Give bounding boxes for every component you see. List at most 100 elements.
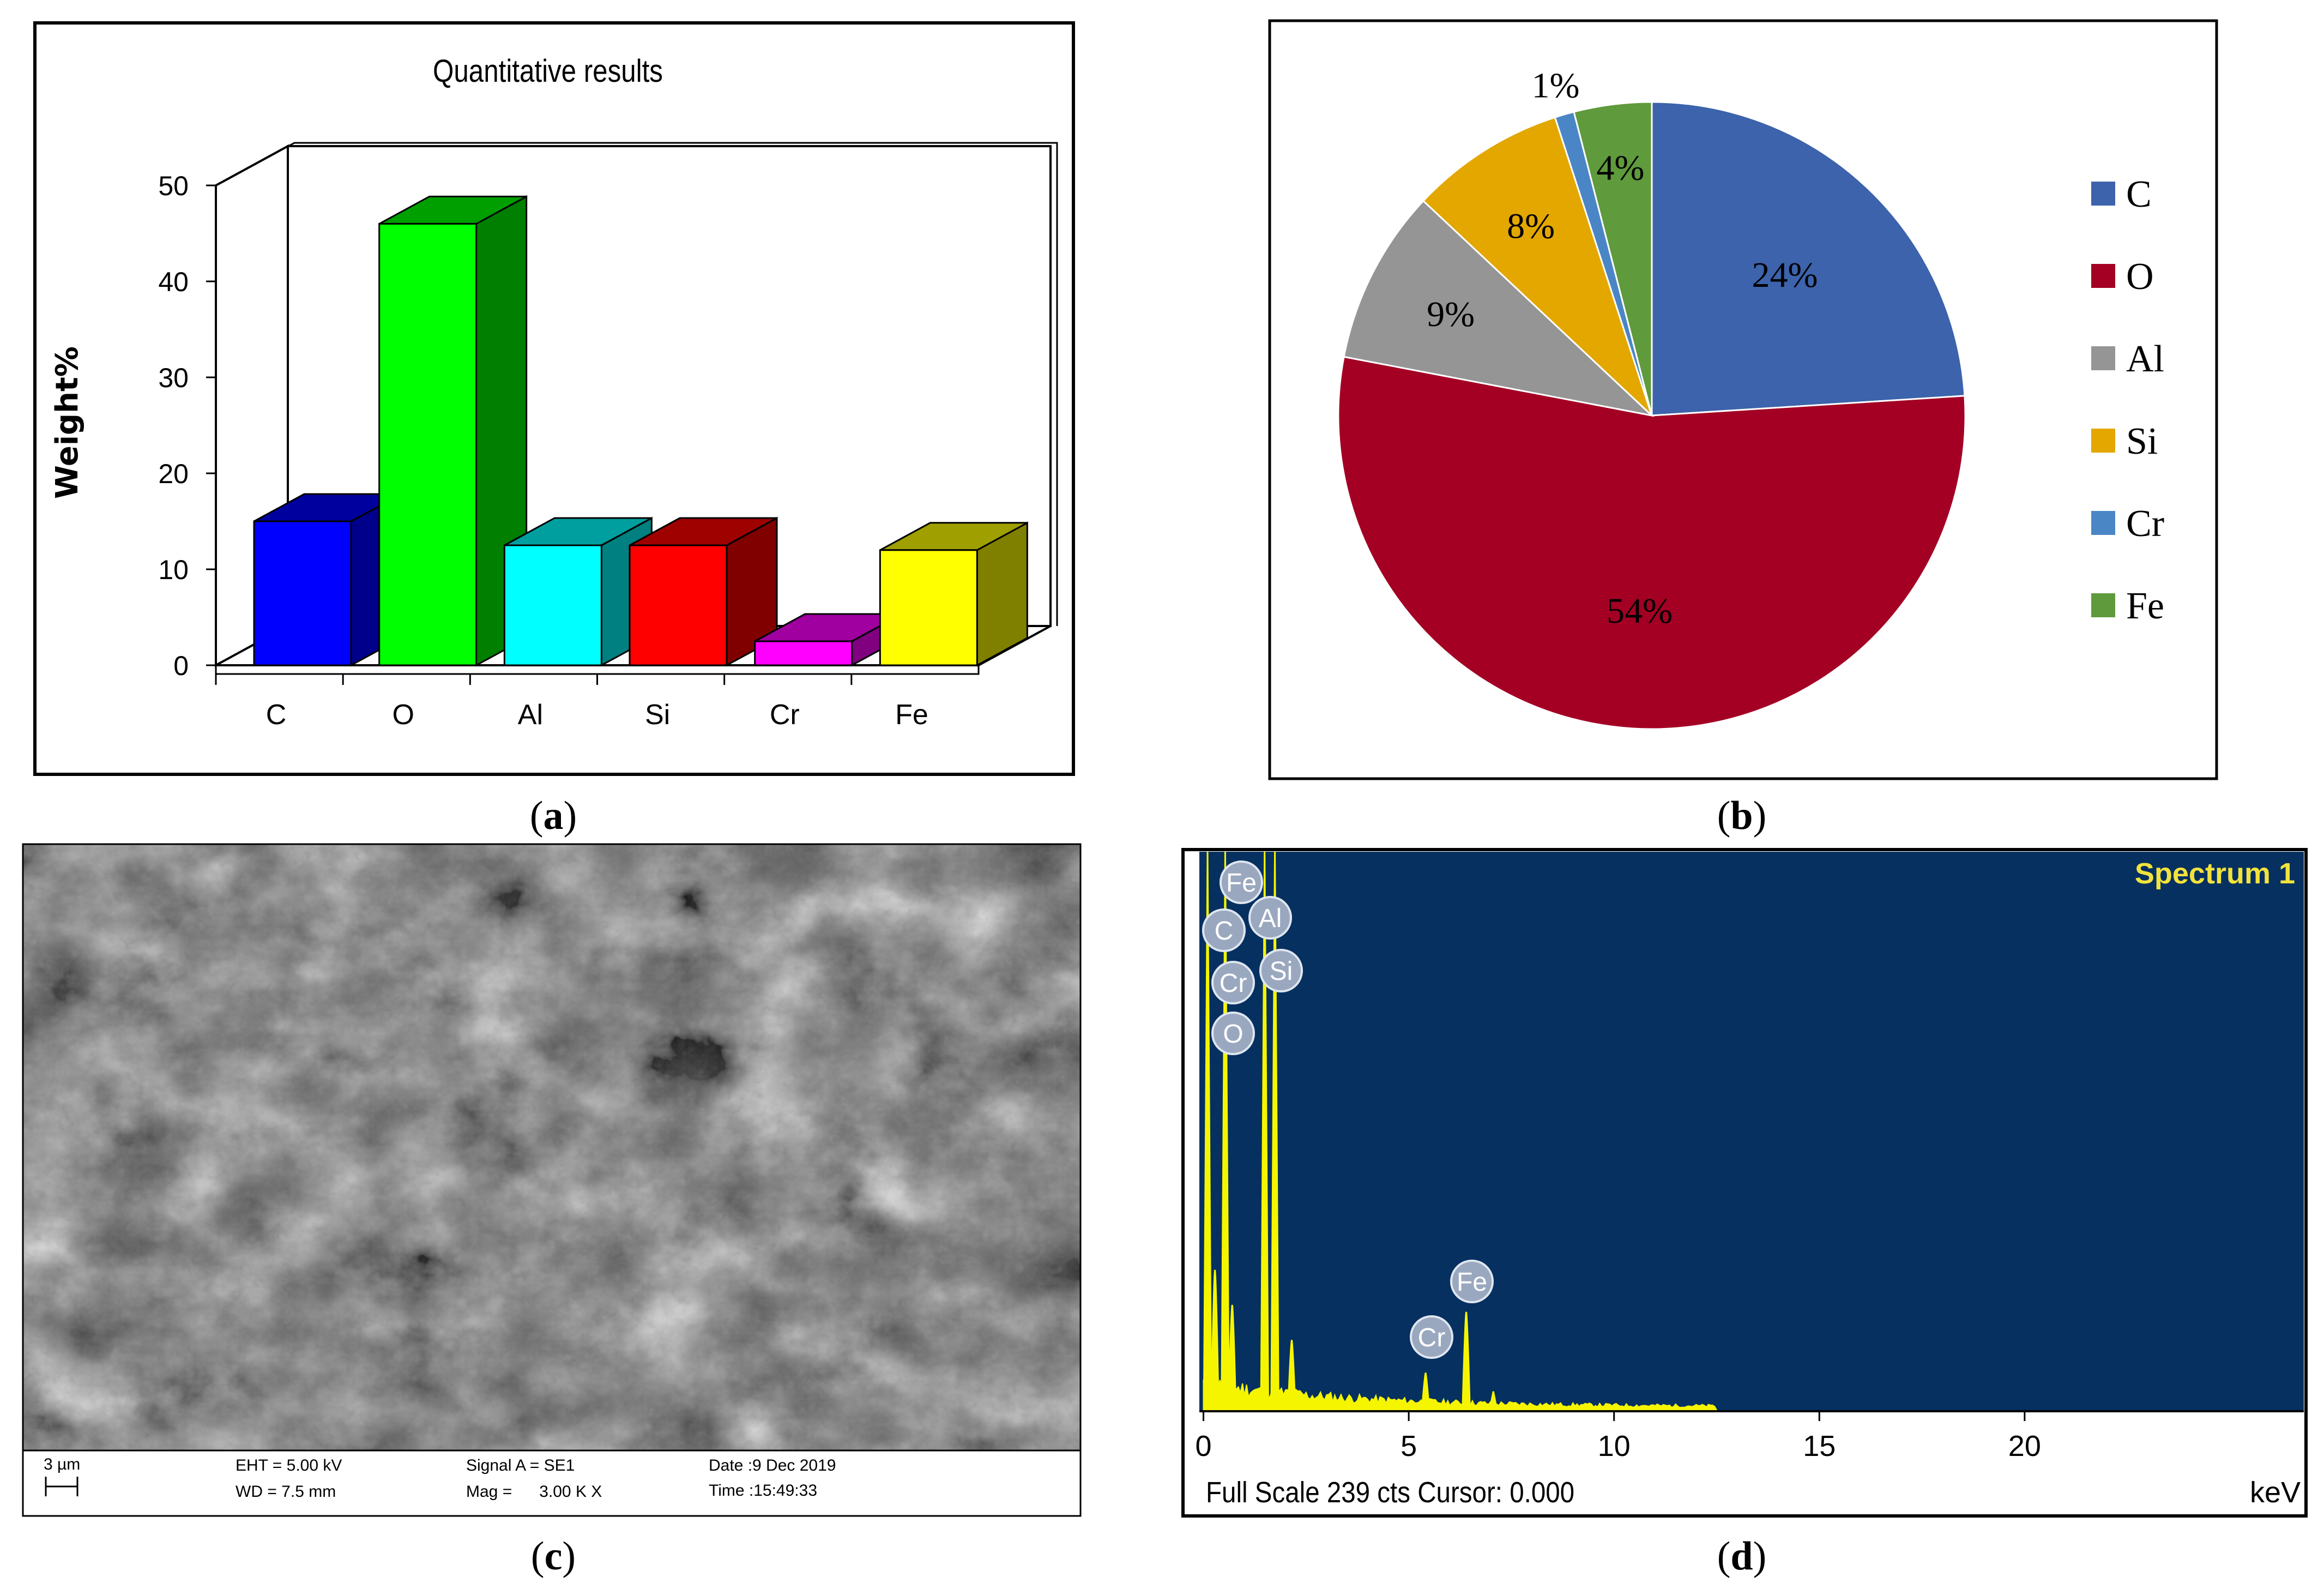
element-badge-circle (1450, 1260, 1494, 1303)
spectrum-element-labels: Fe C Cr O Al Si Cr Fe (1202, 860, 1494, 1359)
sem-scale-label: 3 µm (44, 1455, 80, 1473)
caption-d-open: ( (1717, 1534, 1731, 1579)
spectrum-continuum (1203, 1373, 1718, 1411)
spectrum-peak (1221, 851, 1230, 1411)
spectrum-peak (1488, 1391, 1498, 1411)
element-badge-label: C (1215, 917, 1234, 946)
caption-d-close: ) (1753, 1534, 1767, 1579)
pie-data-label: 54% (1607, 591, 1673, 631)
bar-front-face (253, 520, 352, 666)
element-badge-circle (1220, 860, 1263, 904)
element-badge-label: Fe (1457, 1268, 1487, 1297)
pie-data-label: 1% (1532, 66, 1580, 106)
pie-slice-Fe (1573, 101, 1653, 416)
element-badge-Si: Si (1259, 949, 1303, 992)
element-badge-label: Cr (1220, 969, 1247, 998)
caption-d: (d) (1717, 1534, 1766, 1579)
spectrum-peak (1210, 1269, 1220, 1411)
spectrum-x-tick-label: 15 (1803, 1430, 1836, 1462)
bar-O (378, 195, 528, 667)
bar-front-face (629, 544, 728, 666)
spectrum-peak (1203, 851, 1212, 1411)
bar-chart-x-tick-label: Si (645, 699, 670, 731)
element-badge-circle (1259, 949, 1303, 992)
bar-chart-y-tick-label: 40 (158, 267, 189, 297)
sem-signal: Signal A = SE1 (466, 1456, 575, 1474)
spectrum-peaks (1203, 851, 1718, 1411)
legend-label-O: O (2126, 256, 2154, 298)
caption-c-open: ( (531, 1534, 545, 1579)
pie-chart-slices (1337, 101, 1966, 730)
spectrum-x-tick-label: 0 (1196, 1430, 1212, 1462)
panel-c: 3 µm EHT = 5.00 kV WD = 7.5 mm Signal A … (22, 843, 1082, 1579)
caption-a-close: ) (564, 793, 577, 838)
pie-data-label: 4% (1596, 148, 1644, 188)
legend-label-C: C (2126, 173, 2152, 215)
caption-d-letter: d (1730, 1534, 1753, 1579)
sem-time: Time :15:49:33 (709, 1482, 817, 1500)
pie-slice-Al (1343, 200, 1655, 417)
panel-d: Spectrum 1 Fe C Cr O Al Si Cr Fe 0 5 10 15 20 Full … (1181, 848, 2308, 1579)
bar-chart-y-tick-label: 30 (158, 363, 189, 393)
spectrum-peak (1462, 1311, 1471, 1411)
element-badge-O: O (1211, 1012, 1255, 1055)
element-badge-label: Si (1270, 957, 1293, 986)
pie-chart-legend: CO Al Si Cr Fe (2091, 173, 2164, 627)
bar-chart-bars (253, 195, 1028, 667)
sem-date: Date :9 Dec 2019 (709, 1456, 836, 1474)
pie-data-label: 24% (1752, 255, 1818, 295)
sem-image-frame (22, 843, 1082, 1517)
pie-slice-O (1337, 356, 1966, 730)
spectrum-peak (1287, 1340, 1296, 1411)
element-badge-Cr: Cr (1410, 1315, 1453, 1359)
bar-chart-y-axis-label: Weight% (50, 346, 85, 499)
legend-swatch-C (2091, 182, 2115, 206)
bar-chart-y-ticks: 0 10 20 30 40 50 (158, 171, 216, 681)
pie-slice-Si (1422, 116, 1653, 417)
caption-c: (c) (531, 1534, 576, 1579)
element-badge-Fe: Fe (1220, 860, 1263, 904)
spectrum-x-ticks: 0 5 10 15 20 (1196, 1411, 2041, 1462)
legend-swatch-Fe (2091, 593, 2115, 617)
sem-scale-bar-icon (45, 1477, 79, 1496)
bar-chart-x-tick-label: Cr (770, 699, 800, 731)
bar-front-face (503, 544, 602, 666)
caption-b-letter: b (1730, 793, 1753, 838)
caption-b-close: ) (1753, 793, 1767, 838)
caption-b: (b) (1717, 793, 1766, 838)
element-badge-C: C (1202, 908, 1246, 952)
element-badge-circle (1248, 896, 1292, 940)
spectrum-x-tick-label: 5 (1401, 1430, 1417, 1462)
panel-a: Quantitative results Weight% 0 10 20 30 40 50… (33, 21, 1075, 838)
caption-c-letter: c (545, 1534, 563, 1579)
element-badge-circle (1202, 908, 1246, 952)
sem-image-grain (23, 844, 1080, 1450)
spectrum-peak (1227, 1304, 1237, 1411)
bar-front-face (754, 640, 853, 666)
element-badge-label: Cr (1418, 1323, 1446, 1352)
bar-chart-title: Quantitative results (433, 53, 663, 89)
spectrum-unit: keV (2250, 1476, 2301, 1509)
bar-front-face (378, 222, 478, 666)
spectrum-peak (1270, 851, 1279, 1411)
legend-swatch-Cr (2091, 511, 2115, 535)
bar-chart-x-tick-label: Al (518, 699, 543, 731)
caption-b-open: ( (1717, 793, 1731, 838)
caption-a-letter: a (544, 793, 564, 838)
element-badge-Al: Al (1248, 896, 1292, 940)
sem-wd: WD = 7.5 mm (236, 1483, 336, 1501)
bar-chart-x-ticks: C O Al Si Cr Fe (215, 674, 928, 731)
spectrum-plot-area (1199, 852, 2304, 1410)
bar-chart-y-tick-label: 20 (158, 459, 189, 489)
legend-swatch-Si (2091, 429, 2115, 453)
bar-chart-x-tick-label: Fe (895, 699, 928, 731)
element-badge-label: O (1223, 1020, 1243, 1049)
legend-label-Si: Si (2126, 420, 2158, 462)
sem-mag: Mag = 3.00 K X (466, 1483, 602, 1501)
legend-label-Al: Al (2126, 338, 2164, 380)
caption-a: (a) (530, 793, 577, 838)
pie-chart-data-labels: 24% 54% 9% 8% 1% 4% (1427, 66, 1818, 631)
legend-label-Fe: Fe (2126, 585, 2164, 627)
legend-swatch-O (2091, 264, 2115, 288)
